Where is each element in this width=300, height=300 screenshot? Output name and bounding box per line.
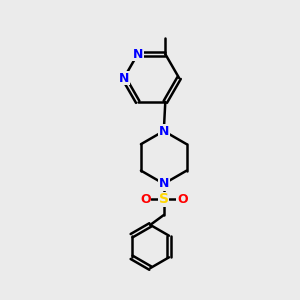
Text: N: N xyxy=(133,48,143,61)
Text: N: N xyxy=(159,124,169,137)
Text: O: O xyxy=(140,193,151,206)
Text: S: S xyxy=(159,192,169,206)
Text: N: N xyxy=(159,177,169,190)
Text: N: N xyxy=(119,71,129,85)
Text: O: O xyxy=(177,193,188,206)
